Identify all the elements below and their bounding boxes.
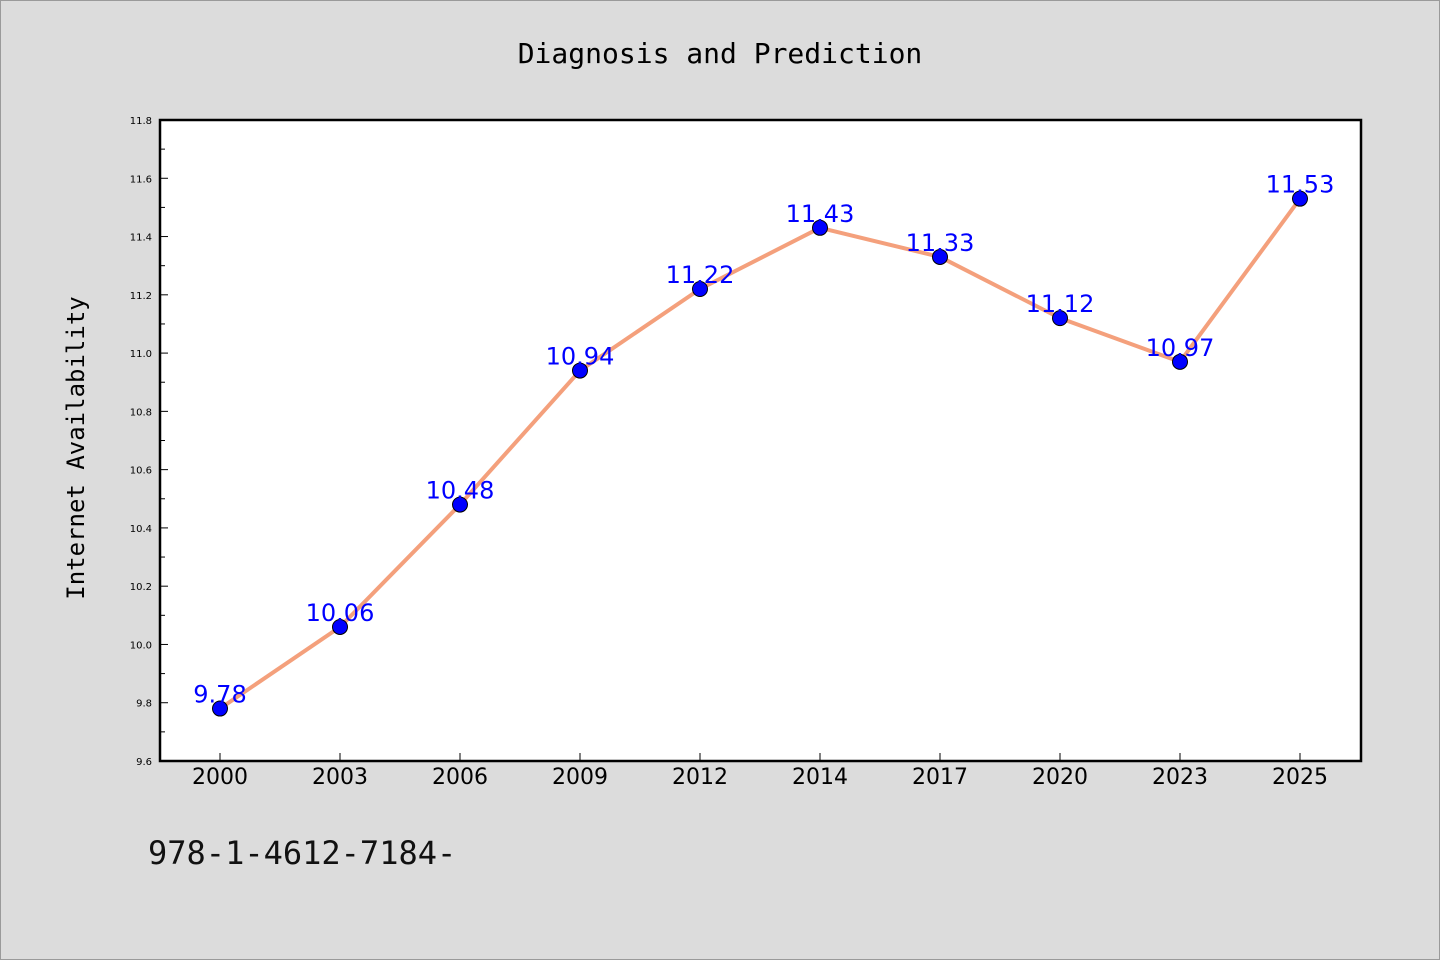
x-tick-label: 2014 [792,765,848,790]
data-label: 10.97 [1146,334,1215,362]
data-point [812,219,828,236]
data-label: 11.22 [666,261,735,289]
x-tick-label: 2017 [912,765,968,790]
x-tick-label: 2009 [552,765,608,790]
y-tick-label: 11.2 [130,291,152,302]
data-point [692,280,708,297]
y-axis-label: Internet Availability [62,296,90,599]
data-label: 11.53 [1266,171,1335,199]
data-label: 11.33 [906,229,975,257]
data-point [572,362,588,379]
y-tick-label: 9.6 [136,757,152,768]
y-tick-label: 10.6 [130,466,152,477]
data-label: 10.94 [546,343,615,371]
data-label: 9.78 [193,681,246,709]
data-point [1292,190,1308,207]
x-tick-label: 2012 [672,765,728,790]
series-layer: 9.78 10.06 10.48 10.94 11.22 11.43 11.33 11.12 1… [193,171,1335,717]
y-tick-label: 10.4 [130,524,152,535]
data-point [1172,353,1188,370]
y-tick-label: 11.8 [130,116,152,127]
x-tick-label: 2003 [312,765,368,790]
series-line [218,196,1302,711]
data-point [932,248,948,265]
data-point [1052,310,1068,327]
y-tick-label: 11.6 [130,174,152,185]
x-tick-label: 2020 [1032,765,1088,790]
x-tick-label: 2023 [1152,765,1208,790]
data-point [212,700,228,717]
y-tick-label: 10.8 [130,407,152,418]
y-tick-label: 11.0 [130,349,152,360]
x-tick-label: 2006 [432,765,488,790]
data-label: 11.12 [1026,290,1095,318]
y-tick-label: 10.0 [130,640,152,651]
data-point [332,618,348,635]
plot-border [158,118,1363,763]
plot-area [160,120,1361,761]
data-label: 11.43 [786,200,855,228]
data-label: 10.48 [426,477,495,505]
y-tick-label: 11.4 [130,233,152,244]
data-label: 10.06 [306,599,375,627]
data-point [452,496,468,513]
chart-title: Diagnosis and Prediction [518,37,923,70]
x-axis: 2000 2003 2006 2009 2012 2014 2017 2020 2023 2025 [192,753,1328,790]
x-tick-label: 2025 [1272,765,1328,790]
x-tick-label: 2000 [192,765,248,790]
y-tick-label: 10.2 [130,582,152,593]
y-axis: 9.6 9.8 10.0 10.2 10.4 10.6 10.8 11.0 11.2 11.4 11… [130,116,168,768]
y-tick-label: 9.8 [136,699,152,710]
footer-text: 978-1-4612-7184- [148,834,456,872]
